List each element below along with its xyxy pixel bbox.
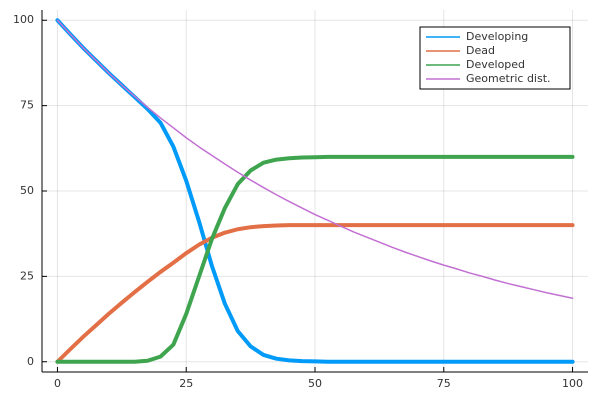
legend-label: Geometric dist. (466, 72, 551, 85)
y-tick-label: 0 (27, 355, 34, 368)
series-line (55, 154, 575, 364)
y-tick-label: 25 (20, 269, 34, 282)
x-tick-label: 25 (179, 377, 193, 390)
series-line (55, 223, 575, 364)
series-line (55, 18, 575, 364)
y-tick-label: 100 (13, 13, 34, 26)
legend-label: Developed (466, 58, 525, 71)
y-tick-label: 50 (20, 184, 34, 197)
y-tick-label: 75 (20, 99, 34, 112)
x-tick-label: 100 (562, 377, 583, 390)
x-tick-label: 50 (308, 377, 322, 390)
x-tick-label: 75 (437, 377, 451, 390)
x-tick-label: 0 (54, 377, 61, 390)
series-line (56, 19, 574, 299)
legend-label: Dead (466, 44, 495, 57)
legend-label: Developing (466, 30, 528, 43)
